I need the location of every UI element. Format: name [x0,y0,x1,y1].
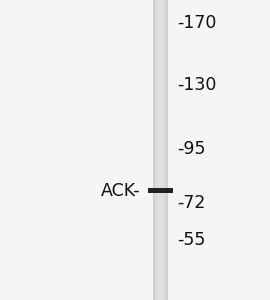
Text: -130: -130 [177,76,216,94]
Text: -170: -170 [177,14,216,32]
Text: -55: -55 [177,231,205,249]
Text: -95: -95 [177,140,205,158]
Text: ACK-: ACK- [101,182,140,200]
Bar [148,188,173,193]
Text: -72: -72 [177,194,205,211]
